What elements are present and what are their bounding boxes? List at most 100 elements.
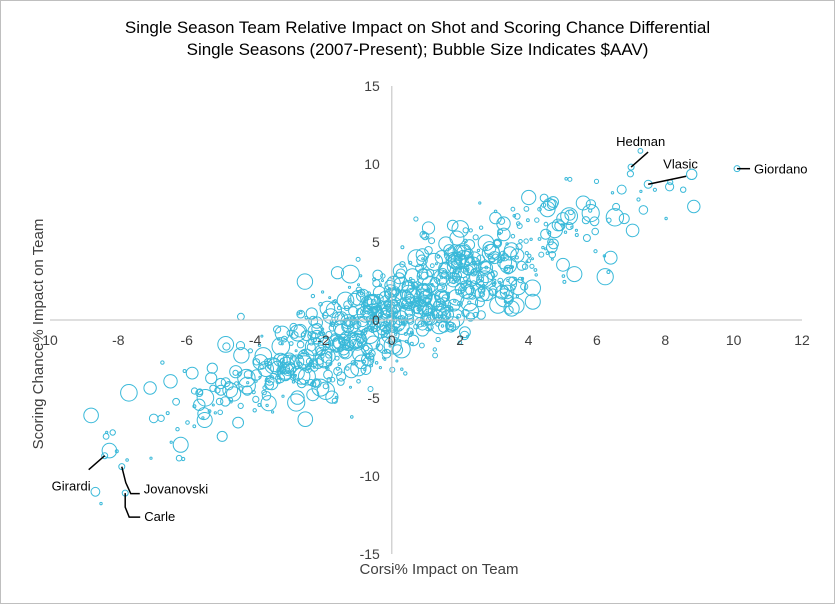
bubble <box>360 364 372 376</box>
bubble <box>169 440 173 444</box>
bubble <box>441 315 449 323</box>
bubble <box>413 216 419 222</box>
bubble <box>238 376 256 395</box>
bubble <box>361 342 373 355</box>
bubble <box>461 308 470 318</box>
bubble <box>308 338 315 346</box>
bubble <box>380 273 386 279</box>
bubble <box>328 324 337 332</box>
x-tick-label: -2 <box>317 332 330 348</box>
bubble <box>471 268 479 276</box>
bubble <box>349 316 369 336</box>
bubble <box>305 307 318 320</box>
bubble <box>540 228 552 240</box>
bubble <box>520 276 525 281</box>
bubble <box>335 366 340 371</box>
bubble <box>643 179 653 189</box>
y-tick-label: 10 <box>364 156 380 172</box>
bubble <box>291 380 296 384</box>
bubble <box>606 270 611 274</box>
bubble <box>229 365 243 379</box>
bubble <box>638 205 649 215</box>
bubble <box>347 285 352 289</box>
bubble <box>271 337 291 356</box>
bubble <box>267 380 271 384</box>
bubble <box>439 314 444 318</box>
bubble <box>297 411 314 428</box>
y-tick-label: 5 <box>372 234 380 250</box>
bubble <box>341 338 354 351</box>
bubble <box>401 302 405 307</box>
bubble <box>563 230 568 234</box>
bubble <box>252 408 257 413</box>
bubble <box>336 378 345 386</box>
bubble <box>306 388 320 402</box>
bubble <box>237 402 244 409</box>
bubble <box>172 436 189 453</box>
bubble <box>510 248 525 263</box>
bubble <box>403 371 408 376</box>
bubble <box>432 352 439 359</box>
bubble <box>383 336 402 355</box>
bubble <box>437 278 441 282</box>
bubble <box>488 285 498 295</box>
bubble <box>353 338 363 348</box>
bubble <box>445 316 461 332</box>
bubble <box>602 254 607 258</box>
bubble <box>101 452 109 460</box>
bubble <box>257 403 262 407</box>
annotation-leader <box>630 151 649 168</box>
bubble <box>343 363 359 379</box>
bubble <box>297 361 303 367</box>
bubble <box>314 352 318 356</box>
bubble <box>567 176 573 182</box>
bubble <box>222 342 231 351</box>
bubble <box>575 195 591 211</box>
bubble <box>561 274 566 278</box>
bubble <box>588 208 593 213</box>
x-tick-label: 0 <box>388 332 396 348</box>
bubble <box>383 357 387 361</box>
bubble <box>492 282 496 287</box>
bubble <box>539 201 556 218</box>
bubble <box>489 296 507 314</box>
x-tick-label: 2 <box>456 332 464 348</box>
bubble <box>479 266 483 271</box>
bubble <box>524 251 529 256</box>
bubble <box>355 256 361 262</box>
bubble <box>478 260 492 274</box>
bubble <box>389 307 399 318</box>
bubble <box>464 269 468 273</box>
bubble <box>267 358 282 373</box>
bubble <box>525 260 529 264</box>
annotation-label: Jovanovski <box>144 482 208 497</box>
bubble <box>548 251 556 259</box>
bubble <box>278 365 287 373</box>
bubble <box>157 414 165 422</box>
bubble <box>472 260 476 264</box>
bubble <box>320 348 336 364</box>
bubble <box>165 411 170 416</box>
bubble <box>271 410 275 414</box>
bubble <box>556 212 570 226</box>
bubble <box>407 334 420 347</box>
bubble <box>596 268 614 286</box>
bubble <box>215 397 224 406</box>
y-tick-label: 0 <box>372 312 380 328</box>
annotation-label: Hedman <box>616 134 665 149</box>
bubble <box>476 248 481 253</box>
bubble <box>196 389 215 407</box>
bubble <box>205 372 218 385</box>
bubble <box>369 320 381 333</box>
bubble <box>393 329 399 334</box>
bubble <box>618 213 630 225</box>
bubble <box>537 237 542 241</box>
bubble <box>478 269 482 273</box>
bubble <box>423 312 436 325</box>
x-tick-label: 10 <box>726 332 742 348</box>
bubble <box>400 245 405 250</box>
bubble <box>316 353 333 369</box>
bubble <box>333 320 349 336</box>
bubble <box>581 204 600 223</box>
bubble <box>438 236 454 252</box>
